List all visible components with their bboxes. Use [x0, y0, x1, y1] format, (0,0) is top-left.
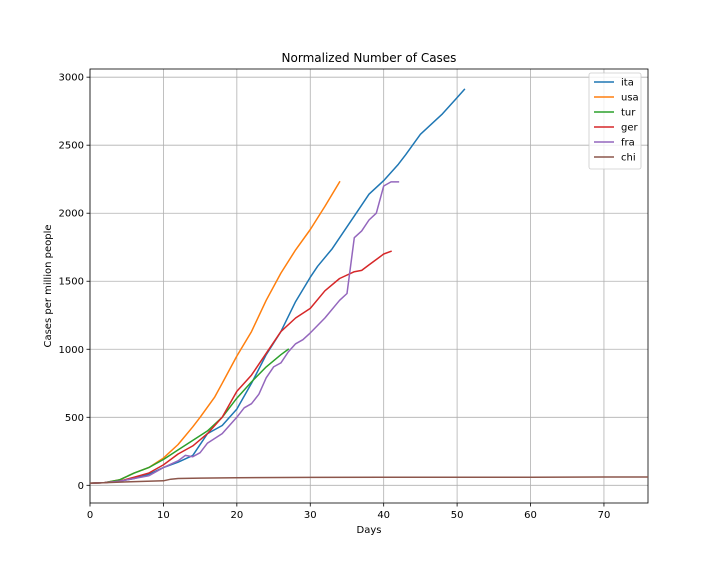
series-line-ita	[90, 88, 466, 485]
legend-label-chi: chi	[621, 153, 636, 164]
legend-label-fra: fra	[621, 138, 635, 149]
y-axis-label: Cases per million people	[43, 224, 54, 347]
legend: ita usa tur ger fra chi	[588, 72, 642, 170]
x-axis-label: Days	[357, 525, 382, 536]
y-tick-label: 0	[78, 481, 84, 492]
legend-label-usa: usa	[621, 93, 639, 104]
chart-title: Normalized Number of Cases	[282, 51, 457, 65]
x-tick-label: 0	[87, 510, 93, 521]
grid-lines	[89, 69, 648, 503]
y-tick-label: 2500	[59, 141, 84, 152]
y-tick-label: 1000	[59, 345, 84, 356]
series-line-fra	[90, 181, 400, 485]
y-tick-label: 500	[65, 413, 84, 424]
series-lines	[90, 88, 648, 485]
legend-label-tur: tur	[621, 108, 636, 119]
x-tick-label: 70	[598, 510, 611, 521]
x-tick-label: 20	[230, 510, 243, 521]
x-tick-label: 10	[157, 510, 170, 521]
series-line-chi	[90, 476, 648, 485]
y-tick-label: 3000	[59, 73, 84, 84]
x-tick-label: 30	[304, 510, 317, 521]
x-tick-label: 60	[524, 510, 537, 521]
y-tick-label: 1500	[59, 277, 84, 288]
legend-label-ita: ita	[621, 78, 634, 89]
legend-label-ger: ger	[621, 123, 639, 134]
series-line-ger	[90, 250, 392, 485]
plot-area	[89, 68, 649, 504]
series-line-tur	[90, 348, 290, 485]
x-tick-label: 40	[377, 510, 390, 521]
y-tick-label: 2000	[59, 209, 84, 220]
x-tick-label: 50	[451, 510, 464, 521]
axis-ticks: 0 10 20 30 40 50 60 70 0 500 1000 1500 2000 2500 3000	[59, 73, 611, 521]
